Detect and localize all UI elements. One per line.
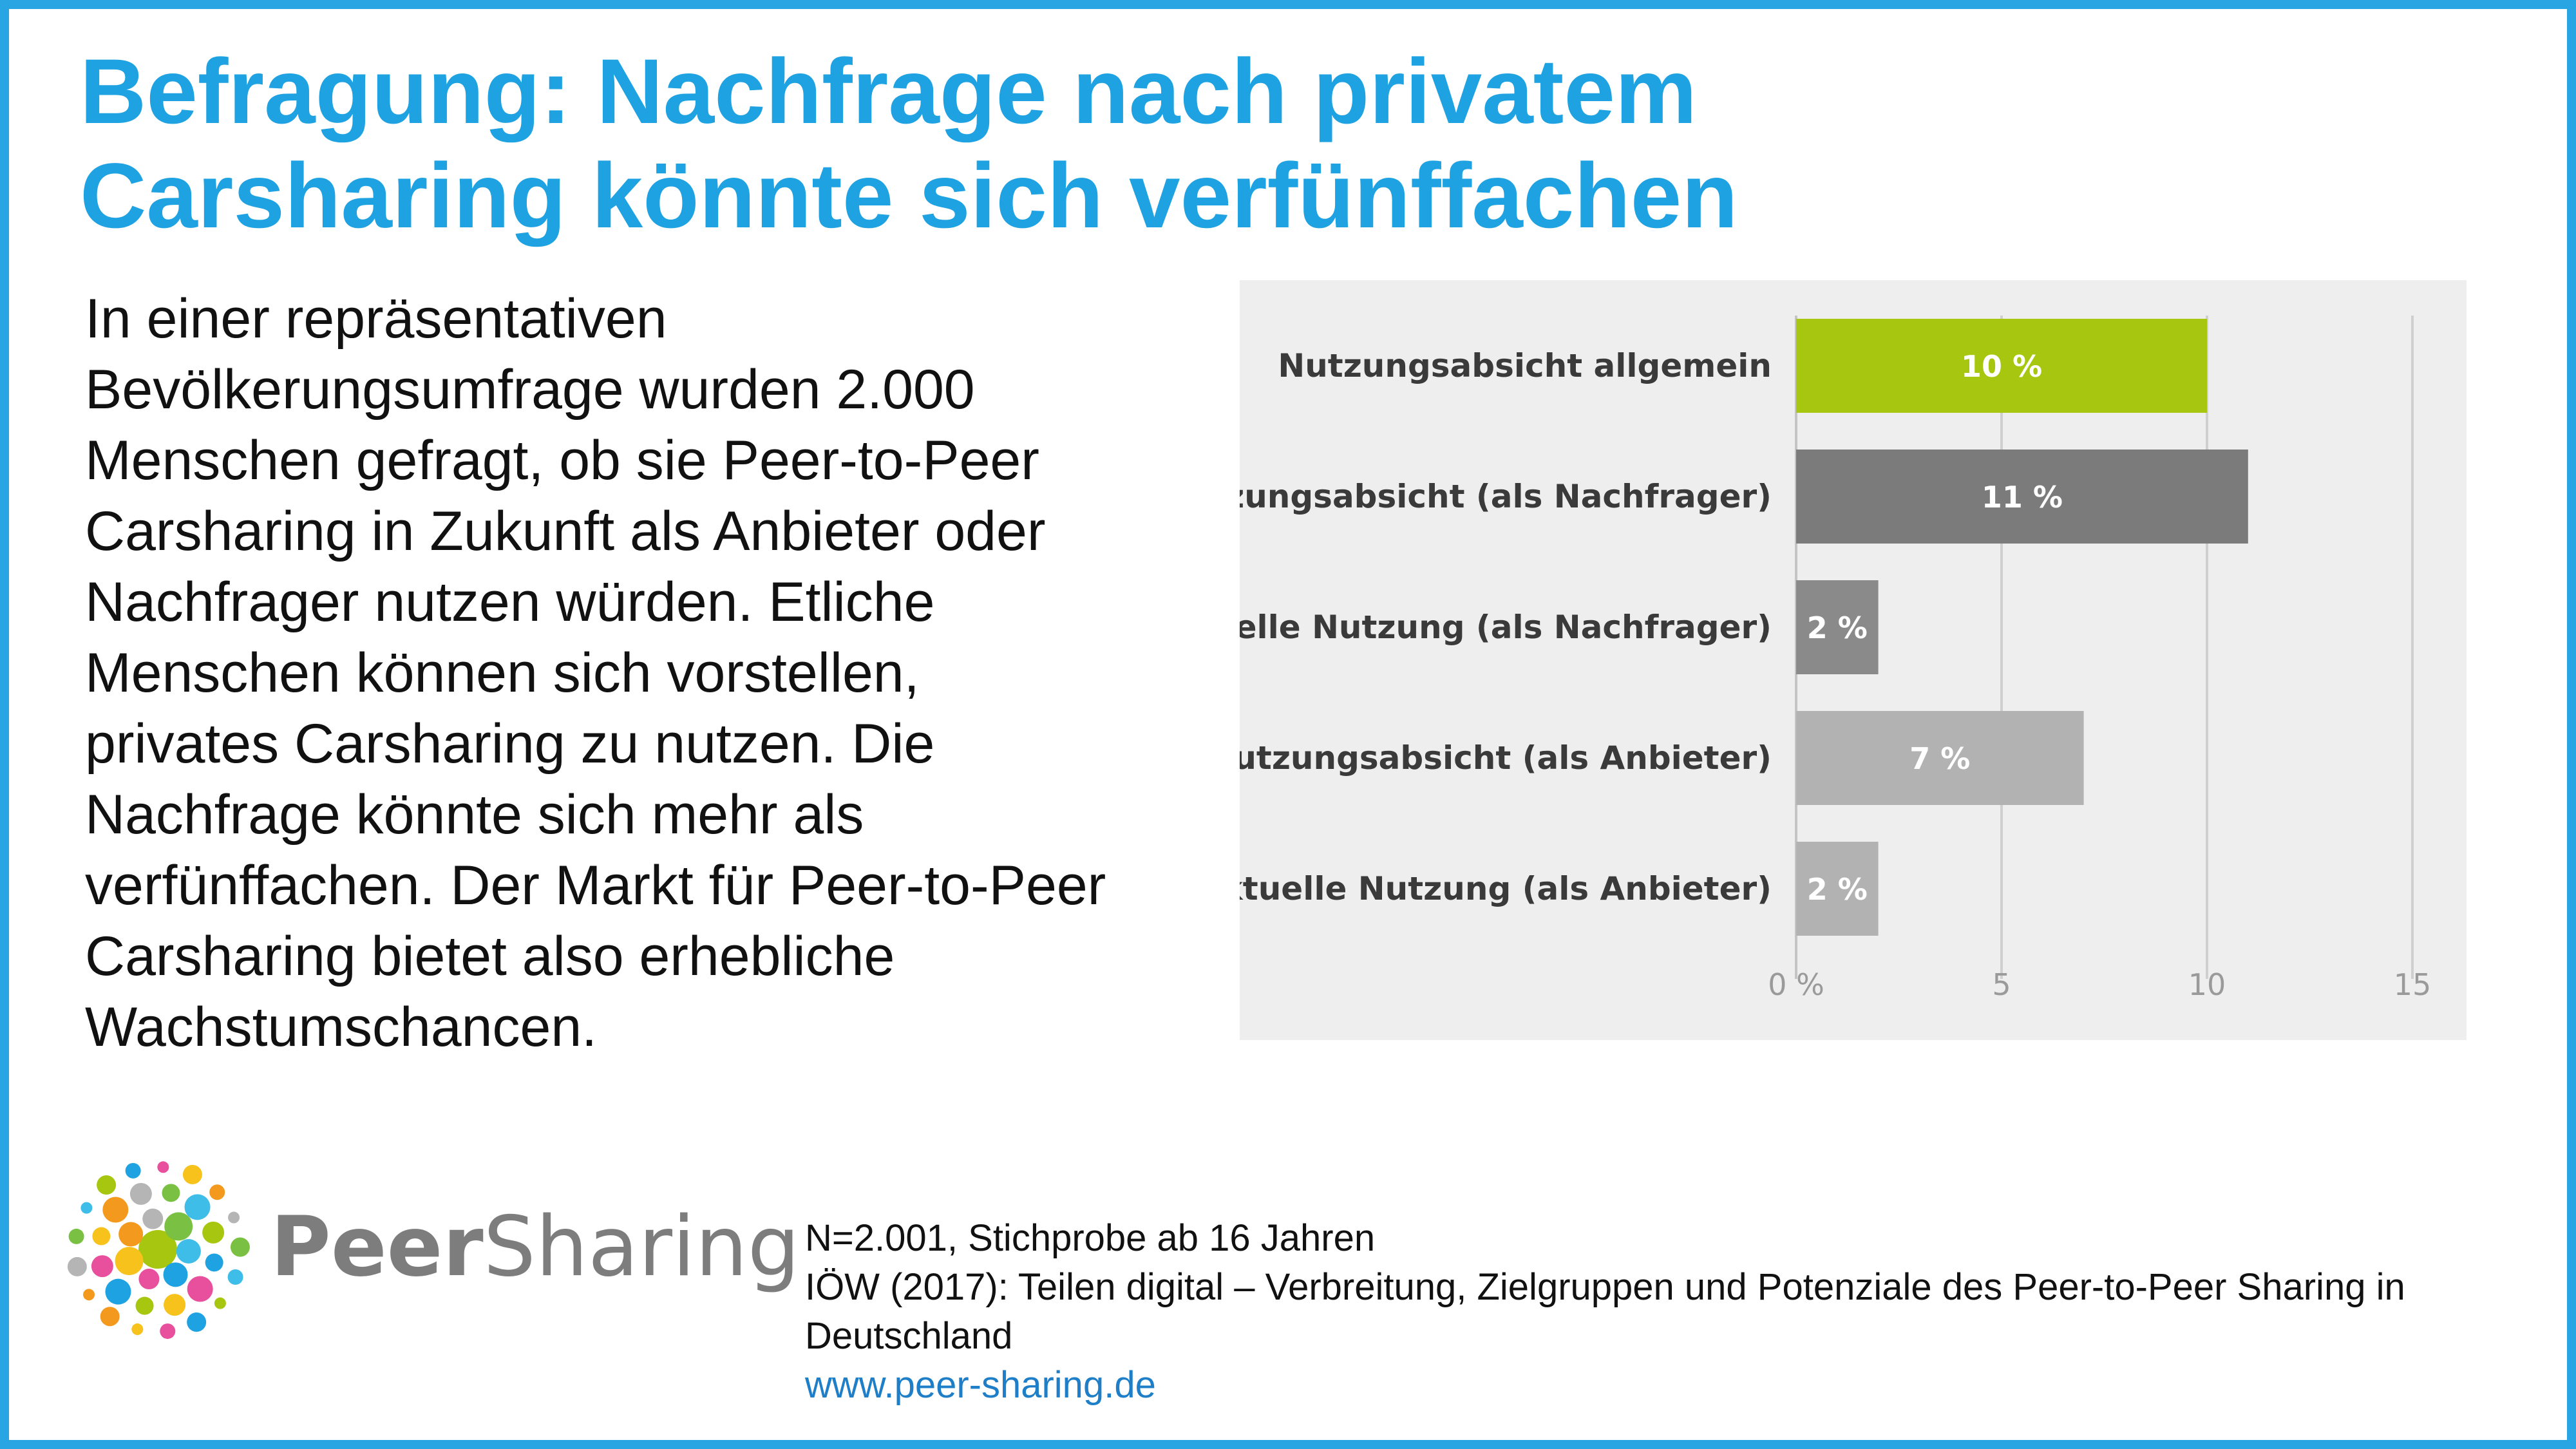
logo-dot [182,1164,202,1184]
bar [1796,450,2248,544]
logo-dot [187,1312,207,1332]
bar-chart-panel: 10 % Nutzungsabsicht allgemein 11 % Nutzung… [1240,280,2467,1040]
logo-dot [118,1222,144,1247]
slide-title-line-1: Befragung: Nachfrage nach privatem [80,41,1698,143]
x-tick-label: 15 [2394,967,2432,1002]
bar [1796,842,1879,936]
bar-chart: 10 % Nutzungsabsicht allgemein 11 % Nutzung… [1240,316,2432,1002]
logo-dot [160,1323,176,1340]
slide-title-line-2: Carsharing könnte sich verfünffachen [80,145,1738,247]
logo-dot [187,1276,213,1302]
logo-dot [138,1230,177,1269]
logo-dot [105,1278,131,1305]
bar [1796,711,2084,805]
logo-dot [205,1253,223,1272]
category-label: aktuelle Nutzung (als Anbieter) [1240,870,1772,907]
logo-dot [228,1211,240,1224]
x-tick-label: 5 [1992,967,2011,1002]
bar-value-label: 10 % [1961,349,2042,384]
logo-dot [129,1182,152,1205]
logo-dot [115,1247,144,1276]
logo-word-sharing: Sharing [483,1199,800,1295]
logo-dot [209,1184,225,1200]
slide-title: Befragung: Nachfrage nach privatem Carsh… [80,40,2398,249]
bar [1796,319,2207,413]
logo-dot [176,1238,201,1264]
logo-dot [230,1237,250,1257]
bar [1796,580,1879,674]
logo-dot [125,1162,141,1179]
logo-dot [102,1197,129,1223]
bar-value-label: 2 % [1807,611,1868,645]
logo-dot [163,1262,188,1287]
logo-dot [80,1202,93,1214]
category-label: aktuelle Nutzung (als Nachfrager) [1240,609,1772,646]
logo-dot [92,1227,111,1245]
logo-dot [68,1228,84,1244]
logo-dot [162,1184,180,1202]
logo-dot [164,1294,186,1316]
logo-dot [83,1289,95,1301]
source-url-link[interactable]: www.peer-sharing.de [805,1364,1156,1406]
logo-dot [142,1208,164,1229]
logo-wordmark: PeerSharing [270,1199,800,1295]
bar-value-label: 11 % [1982,480,2063,515]
logo-dot [67,1256,87,1276]
logo-dot [135,1296,154,1315]
logo-dot [138,1269,160,1290]
logo-word-peer: Peer [270,1199,484,1295]
x-tick-label: 0 % [1768,967,1824,1002]
logo-dot [131,1323,144,1336]
category-label: Nutzungsabsicht (als Nachfrager) [1240,478,1772,515]
logo-dot [100,1307,120,1327]
category-label: Nutzungsabsicht allgemein [1278,347,1772,384]
logo-dot [227,1269,243,1285]
logo-dot [184,1194,211,1220]
logo-dot [97,1175,117,1195]
source-sample: N=2.001, Stichprobe ab 16 Jahren [805,1217,1376,1259]
source-note: N=2.001, Stichprobe ab 16 Jahren IÖW (20… [805,1214,2544,1410]
x-tick-label: 10 [2188,967,2226,1002]
logo-dot [164,1212,193,1241]
category-label: Nutzungsabsicht (als Anbieter) [1240,739,1772,777]
logo-dot [157,1161,169,1173]
body-paragraph: In einer repräsentativen Bevölkerungsumf… [85,288,1106,1058]
logo-dot [214,1297,226,1309]
logo-dot [91,1255,113,1278]
logo-dot [202,1221,225,1244]
bar-value-label: 2 % [1807,872,1868,907]
bar-value-label: 7 % [1909,741,1970,776]
source-citation: IÖW (2017): Teilen digital – Verbreitung… [805,1266,2405,1357]
logo-dots-icon [67,1161,250,1340]
